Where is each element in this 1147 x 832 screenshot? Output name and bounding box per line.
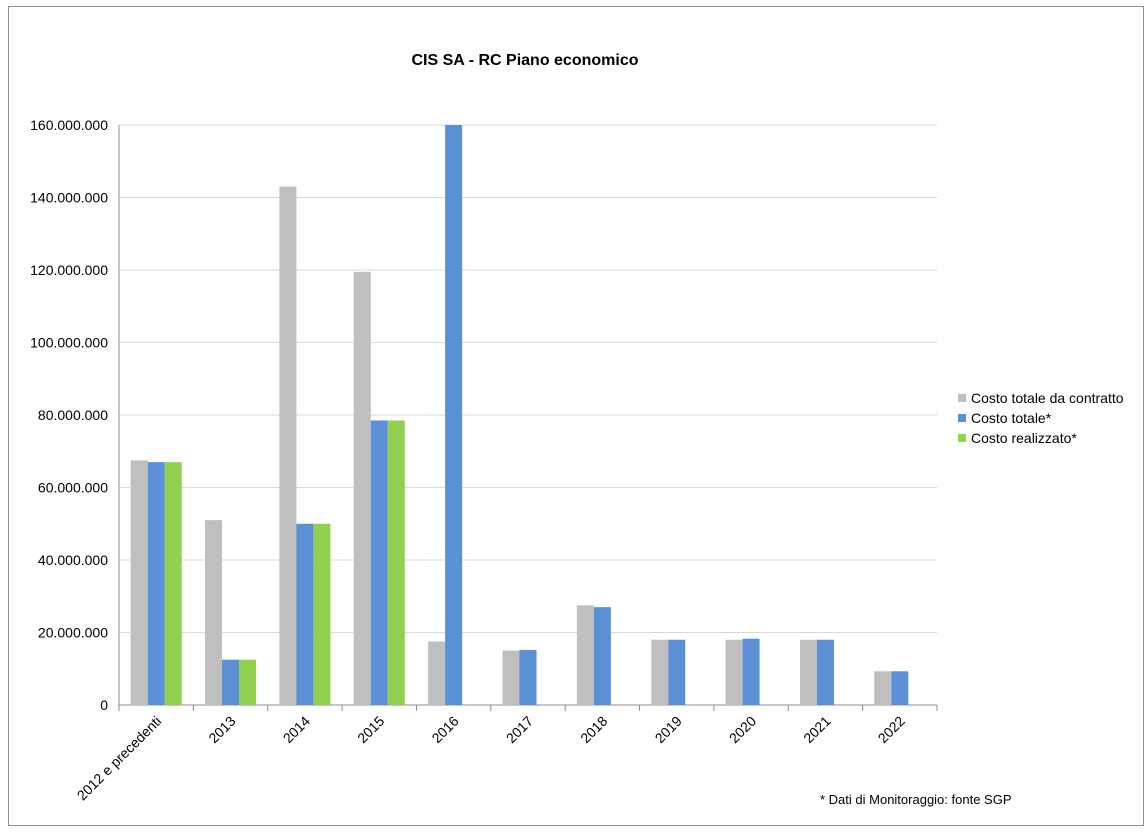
legend-label: Costo realizzato*	[971, 430, 1077, 446]
chart-footnote: * Dati di Monitoraggio: fonte SGP	[820, 792, 1012, 807]
x-tick-label: 2022	[875, 713, 908, 746]
chart-title: CIS SA - RC Piano economico	[411, 52, 639, 69]
bar	[353, 271, 371, 705]
y-tick-label: 20.000.000	[38, 625, 108, 641]
bar	[519, 649, 537, 705]
bar	[799, 639, 817, 705]
bar	[222, 659, 240, 705]
bar	[445, 125, 463, 705]
legend-swatch	[958, 434, 966, 442]
bar	[239, 659, 257, 705]
legend-label: Costo totale da contratto	[971, 390, 1124, 406]
bar	[147, 462, 165, 705]
x-tick-label: 2020	[726, 713, 759, 746]
bar	[428, 641, 446, 705]
x-tick-label: 2018	[577, 713, 610, 746]
y-tick-label: 120.000.000	[30, 262, 108, 278]
chart-frame	[8, 6, 1144, 826]
bar	[130, 460, 148, 705]
y-tick-label: 140.000.000	[30, 190, 108, 206]
bar	[576, 605, 594, 705]
bar	[651, 639, 669, 705]
x-tick-label: 2017	[503, 713, 536, 746]
legend-swatch	[958, 414, 966, 422]
bar	[593, 607, 611, 705]
bar	[891, 671, 909, 705]
bar	[370, 420, 388, 705]
y-tick-label: 100.000.000	[30, 335, 108, 351]
y-tick-label: 60.000.000	[38, 480, 108, 496]
legend-label: Costo totale*	[971, 410, 1052, 426]
x-tick-label: 2015	[354, 713, 387, 746]
chart-legend: Costo totale da contratto Costo totale* Co…	[958, 388, 1124, 448]
x-tick-label: 2012 e precedenti	[74, 713, 165, 804]
legend-item: Costo totale da contratto	[958, 388, 1124, 408]
bar	[279, 186, 297, 705]
y-tick-label: 80.000.000	[38, 407, 108, 423]
x-tick-label: 2016	[428, 713, 461, 746]
legend-swatch	[958, 394, 966, 402]
x-tick-label: 2019	[652, 713, 685, 746]
bar	[725, 639, 743, 705]
x-tick-label: 2013	[205, 713, 238, 746]
bar	[387, 420, 405, 705]
bar	[164, 462, 182, 705]
x-tick-label: 2014	[280, 713, 313, 746]
bar	[313, 523, 331, 705]
legend-item: Costo realizzato*	[958, 428, 1124, 448]
bar	[668, 639, 686, 705]
bar	[874, 671, 892, 705]
bar	[816, 639, 834, 705]
x-tick-label: 2021	[800, 713, 833, 746]
y-tick-label: 40.000.000	[38, 552, 108, 568]
bar	[205, 520, 223, 705]
y-tick-label: 0	[100, 697, 108, 713]
legend-item: Costo totale*	[958, 408, 1124, 428]
bar	[742, 638, 760, 705]
bar	[502, 650, 520, 705]
y-tick-label: 160.000.000	[30, 117, 108, 133]
bar	[296, 523, 314, 705]
